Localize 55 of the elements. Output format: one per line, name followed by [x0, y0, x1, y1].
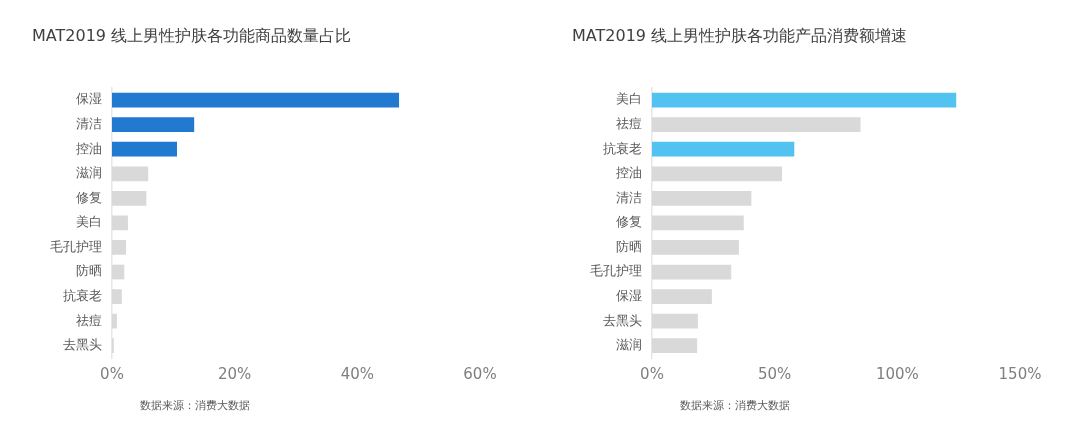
y-tick-label: 祛痘 — [76, 312, 102, 328]
y-tick-label: 美白 — [76, 214, 102, 230]
y-tick-label: 滋润 — [76, 165, 102, 181]
bar — [112, 313, 117, 329]
x-tick-label: 50% — [757, 364, 792, 383]
y-tick-label: 毛孔护理 — [50, 238, 102, 254]
y-tick-label: 修复 — [76, 189, 102, 205]
chart-title: MAT2019 线上男性护肤各功能产品消费额增速 — [572, 26, 908, 47]
x-tick-label: 100% — [875, 364, 919, 383]
y-tick-label: 防晒 — [76, 263, 102, 279]
source-note: 数据来源：消费大数据 — [140, 398, 250, 413]
bar — [652, 117, 861, 133]
bar — [112, 289, 122, 304]
bar — [112, 215, 128, 231]
y-tick-label: 修复 — [616, 214, 642, 230]
x-tick-label: 20% — [217, 364, 252, 383]
bar — [112, 166, 149, 182]
bar — [652, 92, 957, 108]
x-tick-label: 150% — [998, 364, 1042, 383]
bar — [652, 264, 732, 280]
y-tick-label: 毛孔护理 — [590, 263, 642, 279]
y-tick-label: 保湿 — [76, 91, 102, 107]
bar — [112, 190, 147, 206]
bar — [652, 313, 698, 329]
chart-title: MAT2019 线上男性护肤各功能商品数量占比 — [32, 26, 352, 47]
y-tick-label: 祛痘 — [616, 116, 642, 132]
bar — [112, 240, 127, 255]
y-tick-label: 控油 — [76, 140, 102, 156]
x-tick-label: 0% — [100, 364, 124, 383]
y-tick-label: 抗衰老 — [603, 140, 642, 156]
y-tick-label: 抗衰老 — [63, 287, 102, 303]
bar — [652, 141, 795, 157]
y-tick-label: 去黑头 — [603, 312, 642, 328]
bar — [652, 190, 752, 206]
x-tick-label: 40% — [340, 364, 375, 383]
x-tick-label: 0% — [640, 364, 664, 383]
y-tick-label: 去黑头 — [63, 337, 102, 353]
y-tick-label: 美白 — [616, 91, 642, 107]
y-tick-label: 控油 — [616, 165, 642, 181]
bar — [112, 264, 125, 280]
y-tick-label: 滋润 — [616, 337, 642, 353]
bar — [652, 166, 783, 182]
bar — [112, 117, 195, 133]
source-note: 数据来源：消费大数据 — [680, 398, 790, 413]
bar — [652, 240, 739, 255]
y-tick-label: 防晒 — [616, 238, 642, 254]
bar — [112, 92, 400, 108]
x-tick-label: 60% — [463, 364, 497, 383]
y-tick-label: 清洁 — [616, 189, 642, 205]
bar — [652, 338, 698, 354]
bar — [112, 141, 178, 157]
bar — [652, 215, 744, 231]
bar — [652, 289, 712, 304]
y-tick-label: 清洁 — [76, 116, 102, 132]
y-tick-label: 保湿 — [616, 287, 642, 303]
